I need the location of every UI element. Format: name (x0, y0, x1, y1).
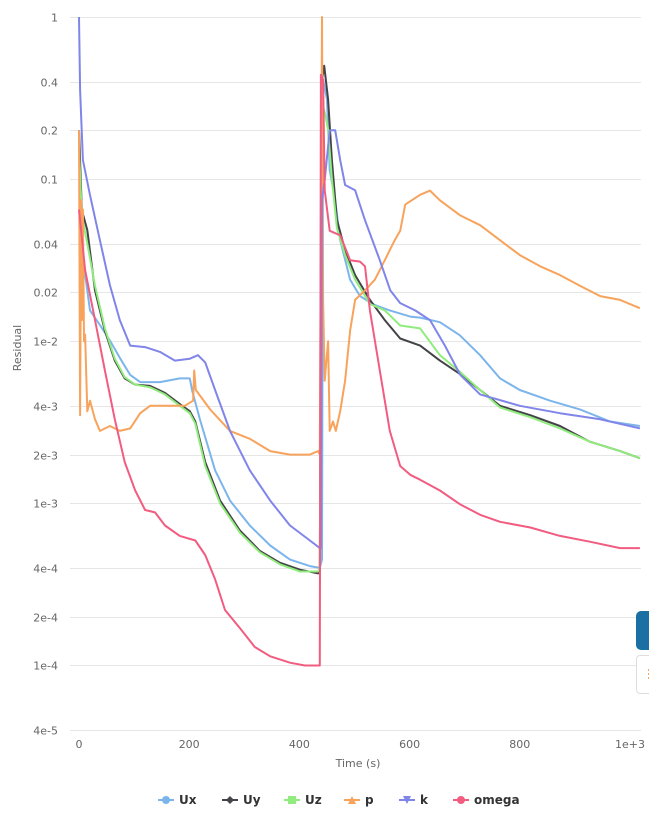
legend-item-k[interactable]: k (399, 793, 429, 807)
y-tick-label: 0.02 (34, 287, 59, 300)
chart-options-panel[interactable] (636, 655, 649, 694)
y-tick-label: 4e-3 (33, 401, 58, 414)
series-lines (78, 16, 641, 667)
x-tick-label: 400 (289, 738, 310, 751)
series-line-Uy (78, 64, 641, 575)
x-tick-label: 800 (509, 738, 530, 751)
legend-marker-triangle-icon (348, 796, 356, 804)
y-tick-label: 1e-2 (33, 336, 58, 349)
series-line-Uz (78, 100, 641, 573)
legend-marker-diamond-icon (226, 796, 234, 804)
y-tick-label: 1e-4 (33, 660, 58, 673)
y-tick-label: 2e-4 (33, 612, 58, 625)
series-line-Ux (78, 78, 641, 569)
legend-marker-triangle-down-icon (403, 796, 411, 804)
y-tick-label: 4e-4 (33, 563, 58, 576)
x-tick-label: 1e+3 (615, 738, 645, 751)
legend-item-Ux[interactable]: Ux (158, 793, 197, 807)
series-line-omega (78, 73, 640, 667)
legend-label: Ux (179, 793, 197, 807)
y-tick-label: 4e-5 (33, 725, 58, 738)
y-tick-label: 1e-3 (33, 498, 58, 511)
legend-item-p[interactable]: p (344, 793, 374, 807)
y-tick-label: 0.2 (41, 125, 59, 138)
legend-marker-circle-icon (162, 796, 170, 804)
legend-marker-square-icon (288, 796, 296, 804)
x-tick-label: 200 (179, 738, 200, 751)
grid-lines (70, 17, 641, 731)
legend-label: omega (474, 793, 520, 807)
chart-menu-button[interactable] (636, 611, 649, 650)
y-tick-label: 0.04 (34, 239, 59, 252)
legend-item-omega[interactable]: omega (453, 793, 520, 807)
y-tick-label: 0.4 (41, 77, 59, 90)
legend: Ux Uy Uz p k omega (158, 793, 520, 807)
x-axis-ticks: 0 200 400 600 800 1e+3 (76, 738, 645, 751)
legend-item-Uy[interactable]: Uy (222, 793, 261, 807)
legend-marker-circle-icon (457, 796, 465, 804)
y-axis-ticks: 1 0.4 0.2 0.1 0.04 0.02 1e-2 4e-3 2e-3 1e-3 4e-4 2e… (33, 12, 58, 738)
legend-label: k (420, 793, 429, 807)
legend-label: Uy (243, 793, 261, 807)
x-axis-title: Time (s) (335, 757, 381, 770)
legend-label: p (365, 793, 374, 807)
y-tick-label: 0.1 (41, 174, 59, 187)
legend-label: Uz (305, 793, 322, 807)
y-tick-label: 2e-3 (33, 450, 58, 463)
x-tick-label: 0 (76, 738, 83, 751)
y-tick-label: 1 (51, 12, 58, 25)
x-tick-label: 600 (399, 738, 420, 751)
legend-item-Uz[interactable]: Uz (284, 793, 322, 807)
y-axis-title: Residual (11, 325, 24, 371)
